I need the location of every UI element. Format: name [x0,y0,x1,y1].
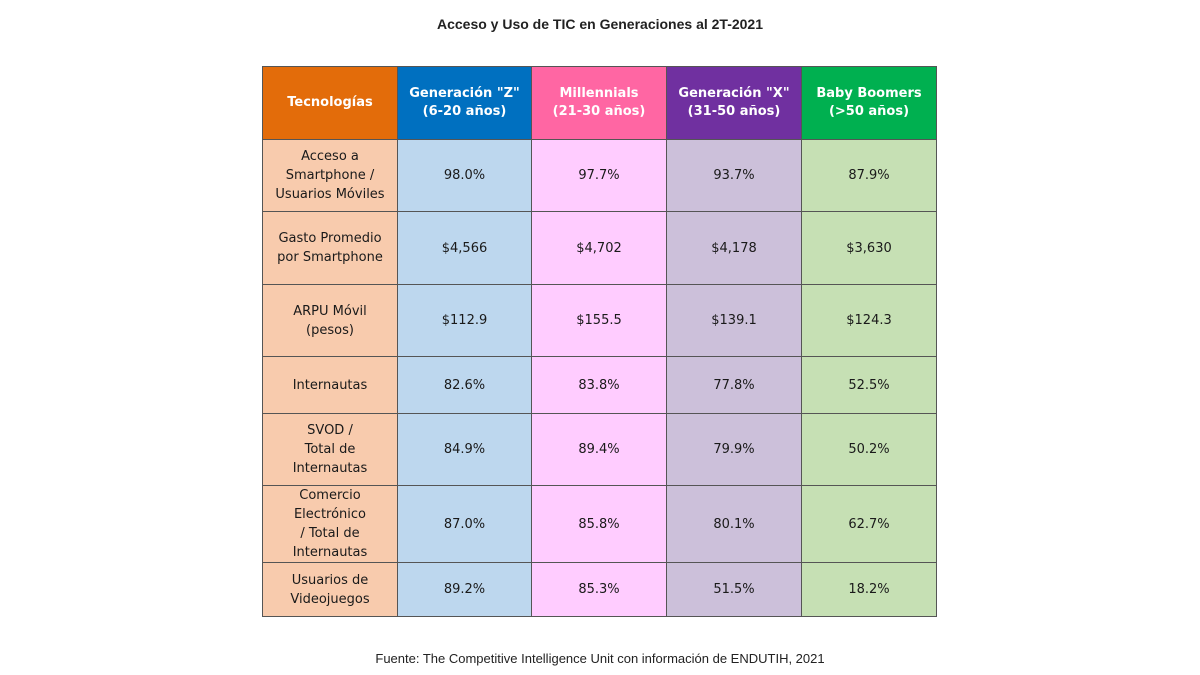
value-cell-generacion-z: 98.0% [397,139,532,212]
row-label-line: Comercio [299,488,361,503]
value-cell-millennials: $155.5 [531,284,667,357]
value-cell-baby-boomers: 62.7% [801,485,937,563]
header-generacion-z-line: (6-20 años) [422,104,507,119]
row-label: Comercio Electrónico / Total de Internautas [262,485,398,563]
value-cell-generacion-z: 89.2% [397,562,532,617]
row-label: ARPU Móvil (pesos) [262,284,398,357]
header-baby-boomers-line: (>50 años) [828,104,910,119]
row-label-line: por Smartphone [277,250,383,265]
value-cell-generacion-x: 79.9% [666,413,802,486]
value-cell-baby-boomers: $3,630 [801,211,937,285]
value-cell-generacion-z: $112.9 [397,284,532,357]
row-label: Gasto Promedio por Smartphone [262,211,398,285]
row-label-line: / Total de [300,526,360,541]
row-label-line: Internautas [292,545,368,560]
value-cell-generacion-z: 87.0% [397,485,532,563]
value-cell-millennials: 89.4% [531,413,667,486]
value-cell-baby-boomers: $124.3 [801,284,937,357]
row-label: Acceso a Smartphone / Usuarios Móviles [262,139,398,212]
row-label-line: SVOD / [307,423,353,438]
value-cell-generacion-x: 93.7% [666,139,802,212]
row-label-line: Internautas [292,461,368,476]
row-label-line: Internautas [292,377,368,393]
header-generacion-x-line: (31-50 años) [687,104,781,119]
value-cell-baby-boomers: 87.9% [801,139,937,212]
value-cell-generacion-x: 80.1% [666,485,802,563]
header-tecnologias-line: Tecnologías [287,95,373,110]
table-row: SVOD / Total de Internautas 84.9% 89.4% 79.9%… [262,413,937,486]
header-millennials-line: (21-30 años) [552,104,646,119]
value-cell-millennials: 83.8% [531,356,667,414]
header-generacion-z-line: Generación "Z" [409,86,520,101]
row-label-line: Usuarios Móviles [275,187,385,202]
row-label-line: Usuarios de [291,572,369,588]
table-row: Comercio Electrónico / Total de Internautas… [262,485,937,563]
header-generacion-x: Generación "X" (31-50 años) [666,66,802,140]
chart-title: Acceso y Uso de TIC en Generaciones al 2… [436,16,764,32]
value-cell-generacion-z: $4,566 [397,211,532,285]
value-cell-millennials: 85.3% [531,562,667,617]
source-note: Fuente: The Competitive Intelligence Uni… [375,651,825,666]
table-row: Acceso a Smartphone / Usuarios Móviles 98.0… [262,139,937,212]
header-generacion-z: Generación "Z" (6-20 años) [397,66,532,140]
header-millennials: Millennials (21-30 años) [531,66,667,140]
header-row: Tecnologías Generación "Z" (6-20 años) Mi… [262,66,937,140]
value-cell-generacion-z: 82.6% [397,356,532,414]
value-cell-generacion-x: $139.1 [666,284,802,357]
value-cell-baby-boomers: 52.5% [801,356,937,414]
row-label-line: Electrónico [293,507,367,522]
value-cell-generacion-x: $4,178 [666,211,802,285]
row-label: SVOD / Total de Internautas [262,413,398,486]
value-cell-millennials: 97.7% [531,139,667,212]
header-tecnologias: Tecnologías [262,66,398,140]
row-label: Usuarios de Videojuegos [262,562,398,617]
row-label-line: ARPU Móvil [293,303,367,319]
value-cell-generacion-x: 77.8% [666,356,802,414]
value-cell-baby-boomers: 18.2% [801,562,937,617]
header-baby-boomers: Baby Boomers (>50 años) [801,66,937,140]
row-label: Internautas [262,356,398,414]
value-cell-millennials: $4,702 [531,211,667,285]
row-label-line: Videojuegos [290,591,370,607]
row-label-line: Smartphone / [285,168,375,183]
data-table: Tecnologías Generación "Z" (6-20 años) Mi… [262,66,937,617]
value-cell-baby-boomers: 50.2% [801,413,937,486]
header-baby-boomers-line: Baby Boomers [816,86,922,101]
header-generacion-x-line: Generación "X" [678,86,790,101]
table-body: Acceso a Smartphone / Usuarios Móviles 98.0… [262,139,937,617]
row-label-line: Total de [304,442,356,457]
table-row: Gasto Promedio por Smartphone $4,566 $4,702… [262,211,937,285]
value-cell-generacion-z: 84.9% [397,413,532,486]
row-label-line: (pesos) [306,322,354,338]
value-cell-generacion-x: 51.5% [666,562,802,617]
table-row: ARPU Móvil (pesos) $112.9 $155.5 $139.1 $124.… [262,284,937,357]
row-label-line: Acceso a [301,149,359,164]
table-row: Usuarios de Videojuegos 89.2% 85.3% 51.5% 18.… [262,562,937,617]
table-row: Internautas 82.6% 83.8% 77.8% 52.5% [262,356,937,414]
row-label-line: Gasto Promedio [278,231,382,246]
header-millennials-line: Millennials [559,86,639,101]
value-cell-millennials: 85.8% [531,485,667,563]
